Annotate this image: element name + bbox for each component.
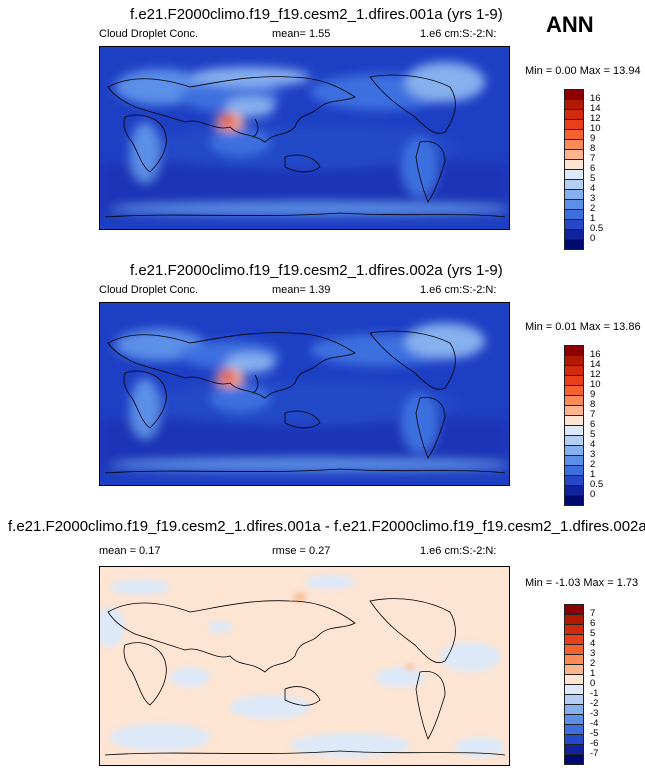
panel3-mean: mean = 0.17 (99, 545, 161, 557)
panel3-map-svg (100, 567, 509, 765)
colorbar-tick-label: 5 (590, 173, 596, 184)
panel3-rmse: rmse = 0.27 (272, 545, 331, 557)
colorbar-segment (564, 754, 584, 765)
colorbar-tick-label: 9 (590, 389, 596, 400)
colorbar-tick-label: 7 (590, 409, 596, 420)
colorbar-tick-label: -7 (590, 748, 599, 759)
colorbar-tick-label: 6 (590, 163, 596, 174)
colorbar-tick-label: 3 (590, 648, 596, 659)
colorbar-tick-label: 14 (590, 359, 601, 370)
panel1-units: 1.e6 cm:S:-2:N: (420, 28, 497, 40)
panel2-map-svg (100, 303, 509, 485)
colorbar-segment (564, 239, 584, 250)
panel2-colorbar: 16 14 12 10 9 8 7 6 5 4 3 2 1 0.5 0 (564, 345, 603, 506)
colorbar-tick-label: 7 (590, 153, 596, 164)
colorbar-tick-label: -5 (590, 728, 599, 739)
colorbar-tick-label: 3 (590, 449, 596, 460)
colorbar-tick-label: 2 (590, 459, 596, 470)
colorbar-tick-label: 0.5 (590, 479, 604, 490)
panel1-coastlines (104, 74, 506, 218)
panel1-map (99, 46, 510, 230)
colorbar-tick-label: 1 (590, 668, 596, 679)
colorbar-tick-label: -4 (590, 718, 599, 729)
colorbar-tick-label: 6 (590, 618, 596, 629)
season-label: ANN (546, 12, 594, 37)
panel2-minmax: Min = 0.01 Max = 13.86 (525, 321, 641, 333)
colorbar-tick-label: 2 (590, 203, 596, 214)
colorbar-tick-label: -1 (590, 688, 599, 699)
panel2-units: 1.e6 cm:S:-2:N: (420, 284, 497, 296)
panel3-minmax: Min = -1.03 Max = 1.73 (525, 577, 639, 589)
colorbar-tick-label: 1 (590, 213, 596, 224)
panel3-contours (100, 575, 505, 757)
panel3-units: 1.e6 cm:S:-2:N: (420, 545, 497, 557)
panel3-title: f.e21.F2000climo.f19_f19.cesm2_1.dfires.… (8, 518, 645, 535)
colorbar-tick-label: -3 (590, 708, 599, 719)
panel1-contours (100, 62, 509, 217)
colorbar-tick-label: -2 (590, 698, 599, 709)
colorbar-segment (564, 495, 584, 506)
panel3-map (99, 566, 510, 766)
colorbar-tick-label: 3 (590, 193, 596, 204)
colorbar-tick-label: 4 (590, 439, 596, 450)
colorbar-tick-label: 0 (590, 233, 596, 244)
panel2-field-label: Cloud Droplet Conc. (99, 284, 199, 296)
panel1-minmax: Min = 0.00 Max = 13.94 (525, 65, 641, 77)
panel1-field-label: Cloud Droplet Conc. (99, 28, 199, 40)
colorbar-tick-label: 0 (590, 489, 596, 500)
colorbar-tick-label: 14 (590, 103, 601, 114)
colorbar-tick-label: 9 (590, 133, 596, 144)
colorbar-tick-label: 16 (590, 349, 601, 360)
panel2-map (99, 302, 510, 486)
colorbar-tick-label: 12 (590, 113, 601, 124)
colorbar-tick-label: 2 (590, 658, 596, 669)
colorbar-tick-label: 1 (590, 469, 596, 480)
colorbar-tick-label: 10 (590, 123, 601, 134)
colorbar-tick-label: 8 (590, 399, 596, 410)
colorbar-tick-label: 6 (590, 419, 596, 430)
colorbar-tick-label: 10 (590, 379, 601, 390)
panel1-mean: mean= 1.55 (272, 28, 331, 40)
panel3-coastlines (104, 598, 506, 756)
panel3-colorbar: 7 6 5 4 3 2 1 0 -1 -2 -3 -4 -5 -6 -7 (564, 604, 598, 765)
panel1-colorbar: 16 14 12 10 9 8 7 6 5 4 3 2 1 0.5 0 (564, 89, 603, 250)
colorbar-tick-label: 7 (590, 608, 596, 619)
colorbar-tick-label: 4 (590, 183, 596, 194)
colorbar-tick-label: 5 (590, 429, 596, 440)
colorbar-tick-label: 0 (590, 678, 596, 689)
panel2-coastlines (104, 330, 506, 474)
colorbar-tick-label: 4 (590, 638, 596, 649)
panel2-mean: mean= 1.39 (272, 284, 331, 296)
panel1-title: f.e21.F2000climo.f19_f19.cesm2_1.dfires.… (130, 6, 503, 23)
panel2-contours (100, 323, 509, 473)
panel3-positive-spots (294, 593, 414, 670)
colorbar-tick-label: 5 (590, 628, 596, 639)
colorbar-tick-label: 0.5 (590, 223, 604, 234)
colorbar-tick-label: 12 (590, 369, 601, 380)
panel2-title: f.e21.F2000climo.f19_f19.cesm2_1.dfires.… (130, 262, 503, 279)
colorbar-tick-label: 8 (590, 143, 596, 154)
colorbar-tick-label: 16 (590, 93, 601, 104)
panel1-map-svg (100, 47, 509, 229)
colorbar-tick-label: -6 (590, 738, 599, 749)
